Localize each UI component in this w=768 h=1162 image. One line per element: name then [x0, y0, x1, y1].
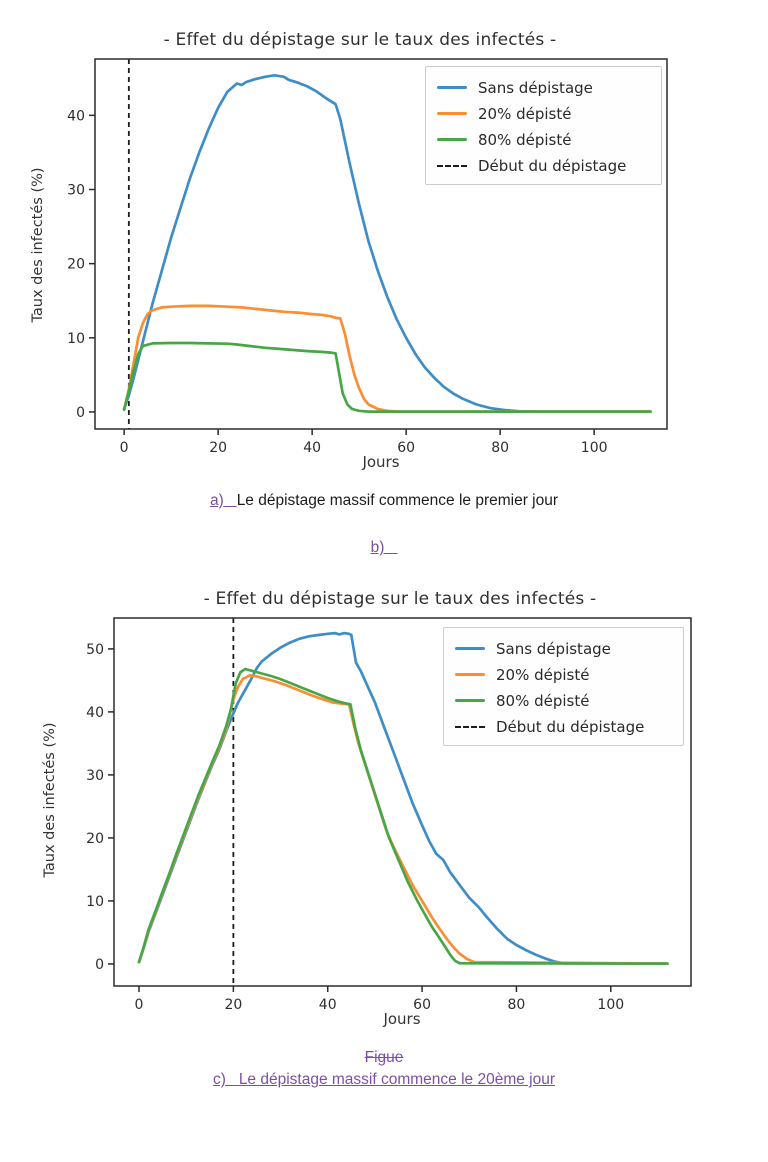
legend-label: 80% dépisté — [478, 130, 572, 149]
caption-c-label: c) — [212, 1071, 226, 1088]
caption-b: b) — [0, 539, 768, 557]
y-tick-label: 20 — [86, 831, 104, 847]
chart-b-title: - Effet du dépistage sur le taux des inf… — [203, 589, 597, 609]
caption-b-label: b) — [370, 539, 385, 556]
legend-item: 80% dépisté — [455, 689, 671, 712]
x-tick-label: 40 — [303, 440, 321, 456]
x-tick-label: 0 — [135, 997, 144, 1013]
legend-item: 20% dépisté — [437, 102, 649, 125]
line-swatch-icon — [437, 111, 467, 116]
legend-label: 20% dépisté — [496, 665, 590, 684]
series-line-green — [137, 667, 669, 965]
chart-b-legend: Sans dépistage 20% dépisté 80% dépisté Débu… — [443, 627, 684, 746]
y-tick-label: 20 — [67, 257, 85, 273]
series-line-green — [122, 341, 652, 413]
x-tick-label: 100 — [581, 440, 608, 456]
caption-c-underlined: c) Le dépistage massif commence le 20ème… — [213, 1071, 555, 1088]
plot-frame — [113, 617, 692, 987]
caption-a: a) Le dépistage massif commence le premi… — [0, 492, 768, 510]
y-tick-label: 0 — [95, 957, 104, 973]
line-swatch-icon — [455, 698, 485, 703]
caption-a-text: Le dépistage massif commence le premier … — [236, 492, 559, 509]
line-swatch-icon — [437, 137, 467, 142]
chart-a-x-axis-label: Jours — [362, 453, 400, 471]
legend-item: 20% dépisté — [455, 663, 671, 686]
x-tick-label: 80 — [508, 997, 526, 1013]
legend-label: Début du dépistage — [496, 717, 645, 736]
caption-b-underline-gap — [384, 539, 397, 556]
y-tick-label: 30 — [67, 183, 85, 199]
plot-frame — [94, 58, 668, 430]
chart-a-legend: Sans dépistage 20% dépisté 80% dépisté Débu… — [425, 66, 662, 185]
legend-item: Sans dépistage — [455, 637, 671, 660]
x-tick-label: 20 — [224, 997, 242, 1013]
caption-a-underline-gap — [224, 492, 237, 509]
y-tick-label: 30 — [86, 768, 104, 784]
caption-c: c) Le dépistage massif commence le 20ème… — [0, 1071, 768, 1089]
x-tick-label: 60 — [413, 997, 431, 1013]
y-tick-label: 50 — [86, 642, 104, 658]
legend-item: Sans dépistage — [437, 76, 649, 99]
caption-c-underline-gap — [226, 1071, 239, 1088]
legend-label: 20% dépisté — [478, 104, 572, 123]
x-tick-label: 60 — [397, 440, 415, 456]
figue-text: Figue — [364, 1049, 404, 1066]
legend-item: 80% dépisté — [437, 128, 649, 151]
figure-3-caption: 3 : Effet du dépistage massif sur l'évol… — [19, 1113, 749, 1162]
y-tick-label: 40 — [86, 705, 104, 721]
legend-item: Début du dépistage — [455, 715, 671, 738]
legend-item: Début du dépistage — [437, 154, 649, 177]
caption-c-text: Le dépistage massif commence le 20ème jo… — [238, 1071, 556, 1088]
caption-a-label: a) — [209, 492, 224, 509]
y-tick-label: 0 — [76, 405, 85, 421]
x-tick-label: 80 — [491, 440, 509, 456]
chart-b: 0 20 40 60 80 100 0 10 20 30 40 50 — [86, 617, 692, 1013]
chart-a-title: - Effet du dépistage sur le taux des inf… — [163, 30, 557, 50]
chart-a: 0 20 40 60 80 100 0 10 20 30 40 — [67, 58, 668, 456]
legend-label: 80% dépisté — [496, 691, 590, 710]
x-tick-label: 0 — [120, 440, 129, 456]
legend-label: Début du dépistage — [478, 156, 627, 175]
x-tick-label: 100 — [597, 997, 624, 1013]
y-tick-label: 10 — [86, 894, 104, 910]
dashed-line-swatch-icon — [455, 725, 485, 728]
dashed-line-swatch-icon — [437, 164, 467, 167]
line-swatch-icon — [437, 85, 467, 90]
line-swatch-icon — [455, 672, 485, 677]
y-tick-label: 10 — [67, 331, 85, 347]
figue-struck-word: Figue — [0, 1049, 768, 1067]
chart-b-y-axis-label: Taux des infectés (%) — [42, 722, 58, 878]
x-tick-label: 20 — [209, 440, 227, 456]
series-line-blue — [122, 73, 652, 413]
line-swatch-icon — [455, 646, 485, 651]
series-line-orange — [122, 304, 652, 413]
legend-label: Sans dépistage — [496, 639, 611, 658]
x-tick-label: 40 — [319, 997, 337, 1013]
chart-a-y-axis-label: Taux des infectés (%) — [30, 167, 46, 323]
y-tick-label: 40 — [67, 108, 85, 124]
legend-label: Sans dépistage — [478, 78, 593, 97]
chart-b-x-axis-label: Jours — [383, 1010, 421, 1028]
